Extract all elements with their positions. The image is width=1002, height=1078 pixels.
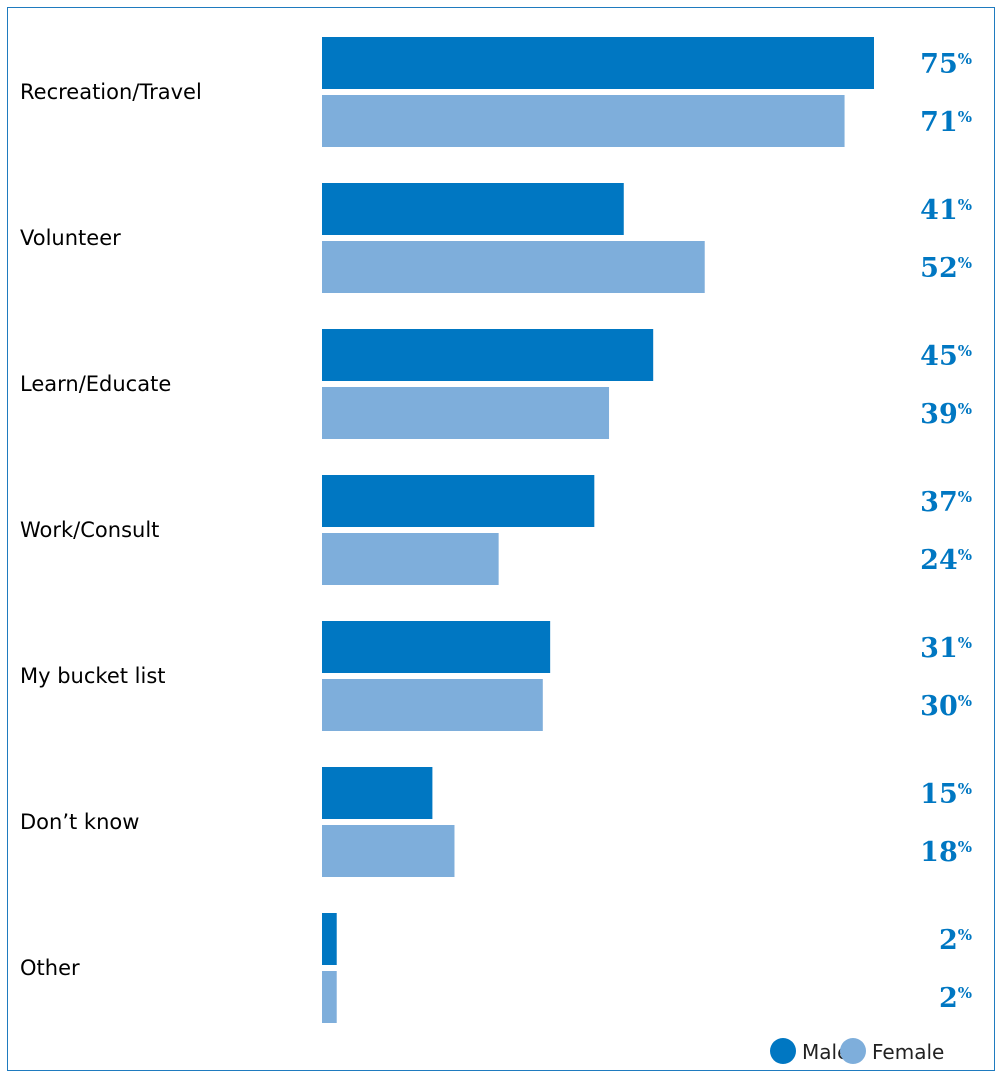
bar-female <box>322 533 499 585</box>
data-label: 18% <box>920 837 972 868</box>
bar-male <box>322 329 654 381</box>
bar-male <box>322 475 595 527</box>
category-label: Don’t know <box>20 810 139 834</box>
value-labels: 75% 71% 41% 52% 45% 39% 37% 24% 31% 30% 15% 18% 2% 2% <box>920 49 972 1014</box>
category-label: Other <box>20 956 80 980</box>
data-label: 2% <box>939 925 972 956</box>
legend: Male Female <box>770 1038 944 1064</box>
category-label: Learn/Educate <box>20 372 171 396</box>
data-label: 39% <box>920 399 972 430</box>
data-label: 52% <box>920 253 972 284</box>
data-label: 75% <box>920 49 972 80</box>
bars-layer <box>322 37 874 1023</box>
bar-female <box>322 241 705 293</box>
data-label: 2% <box>939 983 972 1014</box>
legend-swatch-female <box>840 1038 866 1064</box>
bar-male <box>322 183 624 235</box>
bar-male <box>322 37 874 89</box>
legend-label-female: Female <box>872 1040 944 1064</box>
data-label: 71% <box>920 107 972 138</box>
bar-male <box>322 621 551 673</box>
bar-female <box>322 971 337 1023</box>
data-label: 45% <box>920 341 972 372</box>
bar-female <box>322 387 610 439</box>
category-label: Recreation/Travel <box>20 80 202 104</box>
legend-swatch-male <box>770 1038 796 1064</box>
category-label: Work/Consult <box>20 518 159 542</box>
data-label: 30% <box>920 691 972 722</box>
category-label: Volunteer <box>20 226 121 250</box>
bar-male <box>322 913 337 965</box>
bar-female <box>322 95 845 147</box>
data-label: 31% <box>920 633 972 664</box>
data-label: 24% <box>920 545 972 576</box>
category-label: My bucket list <box>20 664 166 688</box>
bar-female <box>322 825 455 877</box>
data-label: 15% <box>920 779 972 810</box>
data-label: 37% <box>920 487 972 518</box>
bar-male <box>322 767 433 819</box>
bar-female <box>322 679 543 731</box>
data-label: 41% <box>920 195 972 226</box>
category-labels: Recreation/Travel Volunteer Learn/Educate W… <box>20 80 202 980</box>
